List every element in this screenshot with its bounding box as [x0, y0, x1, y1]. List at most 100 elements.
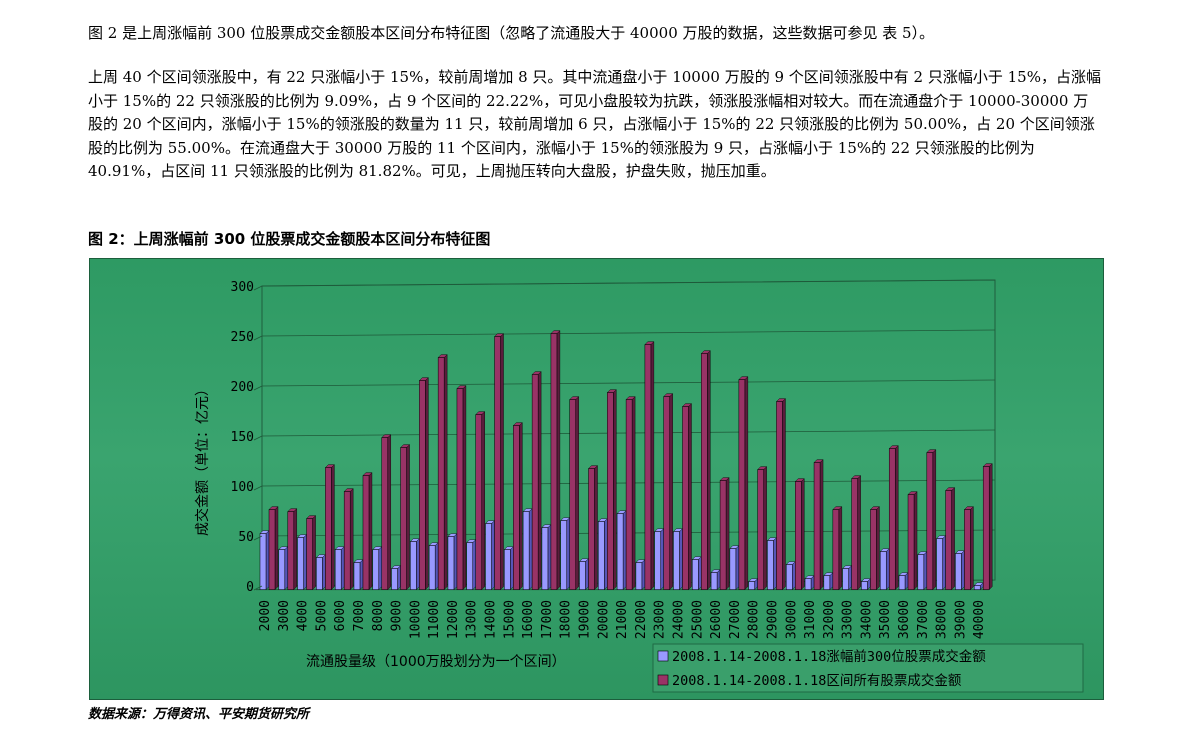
bar-all-stocks — [644, 341, 655, 591]
bar-top300 — [635, 559, 646, 591]
bar-all-stocks — [381, 434, 392, 591]
bar-all-stocks — [963, 506, 974, 591]
y-tick-label: 0 — [246, 580, 254, 595]
bar-all-stocks — [869, 506, 880, 591]
y-tick-label: 50 — [238, 530, 254, 545]
x-tick-label: 24000 — [671, 600, 686, 639]
y-tick-label: 250 — [231, 330, 254, 345]
x-tick-label: 3000 — [277, 600, 292, 631]
bar-top300 — [503, 546, 514, 591]
x-tick-label: 11000 — [427, 600, 442, 639]
bar-top300 — [391, 565, 402, 591]
bar-top300 — [654, 528, 665, 591]
bar-top300 — [372, 546, 383, 591]
x-tick-label: 14000 — [484, 600, 499, 639]
bar-all-stocks — [907, 491, 918, 591]
bar-top300 — [485, 520, 496, 591]
bar-all-stocks — [606, 389, 617, 591]
x-tick-label: 39000 — [953, 600, 968, 639]
x-tick-label: 5000 — [314, 600, 329, 631]
y-tick-label: 200 — [231, 380, 254, 395]
x-tick-label: 30000 — [784, 600, 799, 639]
gridline — [261, 379, 996, 387]
bar-top300 — [823, 572, 834, 591]
bar-all-stocks — [306, 515, 317, 591]
chart-bars — [259, 330, 993, 591]
x-tick-label: 4000 — [296, 600, 311, 631]
y-tick-mark — [253, 435, 263, 441]
bar-top300 — [597, 518, 608, 591]
data-source: 数据来源：万得资讯、平安期货研究所 — [88, 707, 310, 722]
bar-top300 — [766, 537, 777, 591]
bar-all-stocks — [400, 444, 411, 591]
legend-swatch-series-1 — [657, 650, 669, 662]
bar-all-stocks — [475, 411, 486, 591]
y-tick-mark — [253, 335, 263, 341]
y-tick-mark — [253, 485, 263, 491]
bar-top300 — [879, 548, 890, 591]
x-tick-label: 12000 — [446, 600, 461, 639]
bar-top300 — [860, 578, 871, 591]
bar-all-stocks — [794, 478, 805, 591]
x-tick-label: 37000 — [916, 600, 931, 639]
x-tick-label: 8000 — [371, 600, 386, 631]
bar-top300 — [278, 546, 289, 591]
bar-top300 — [954, 550, 965, 591]
bar-top300 — [353, 559, 364, 591]
x-tick-label: 15000 — [502, 600, 517, 639]
legend-box — [652, 643, 1084, 693]
bar-top300 — [936, 535, 947, 591]
bar-chart: 0 50 100 150 200 250 300 2000 3000 4000 5000 6000 7… — [194, 279, 1084, 693]
intro-paragraph: 图 2 是上周涨幅前 300 位股票成交金额股本区间分布特征图（忽略了流通股大于… — [88, 24, 935, 42]
bar-top300 — [785, 561, 796, 591]
bar-top300 — [710, 569, 721, 591]
x-tick-label: 20000 — [596, 600, 611, 639]
y-axis-label: 成交金额（单位：亿元） — [194, 382, 211, 536]
bar-top300 — [579, 558, 589, 591]
bar-all-stocks — [719, 477, 730, 591]
bar-all-stocks — [738, 376, 749, 591]
bar-top300 — [729, 545, 740, 591]
bar-all-stocks — [757, 466, 768, 591]
bar-top300 — [297, 534, 308, 591]
bar-all-stocks — [437, 354, 448, 591]
bar-top300 — [748, 578, 759, 591]
bar-all-stocks — [287, 508, 298, 591]
gridline — [261, 279, 996, 287]
bar-top300 — [334, 546, 345, 591]
bar-all-stocks — [625, 396, 636, 591]
x-axis-ticks: 2000 3000 4000 5000 6000 7000 8000 9000 10000 110… — [258, 600, 987, 639]
bar-top300 — [673, 528, 683, 591]
x-tick-label: 29000 — [765, 600, 780, 639]
bar-all-stocks — [512, 422, 523, 591]
y-tick-mark — [253, 285, 263, 291]
bar-all-stocks — [851, 475, 862, 591]
bar-top300 — [428, 542, 439, 591]
x-tick-label: 31000 — [803, 600, 818, 639]
bar-all-stocks — [550, 330, 561, 591]
legend-swatch-series-2 — [657, 674, 669, 686]
legend-label-series-1: 2008.1.14-2008.1.18涨幅前300位股票成交金额 — [672, 648, 986, 665]
chart-legend: 2008.1.14-2008.1.18涨幅前300位股票成交金额 2008.1.… — [652, 643, 1084, 693]
x-tick-label: 40000 — [972, 600, 987, 639]
bar-top300 — [541, 524, 552, 591]
x-tick-label: 35000 — [878, 600, 893, 639]
x-tick-label: 32000 — [822, 600, 837, 639]
analysis-paragraph: 上周 40 个区间领涨股中，有 22 只涨幅小于 15%，较前周增加 8 只。其… — [88, 68, 1101, 180]
bar-all-stocks — [982, 463, 993, 591]
bar-all-stocks — [888, 445, 899, 591]
bar-all-stocks — [268, 506, 279, 591]
x-tick-label: 34000 — [859, 600, 874, 639]
bar-all-stocks — [569, 396, 580, 591]
figure-title: 图 2：上周涨幅前 300 位股票成交金额股本区间分布特征图 — [88, 230, 491, 248]
x-tick-label: 17000 — [540, 600, 555, 639]
bar-all-stocks — [813, 459, 824, 591]
legend-label-series-2: 2008.1.14-2008.1.18区间所有股票成交金额 — [672, 672, 962, 689]
bar-all-stocks — [945, 487, 956, 591]
bar-top300 — [315, 554, 326, 591]
x-tick-label: 10000 — [408, 600, 423, 639]
bar-top300 — [917, 551, 928, 591]
gridline — [261, 329, 996, 337]
x-tick-label: 25000 — [690, 600, 705, 639]
x-tick-label: 38000 — [935, 600, 950, 639]
